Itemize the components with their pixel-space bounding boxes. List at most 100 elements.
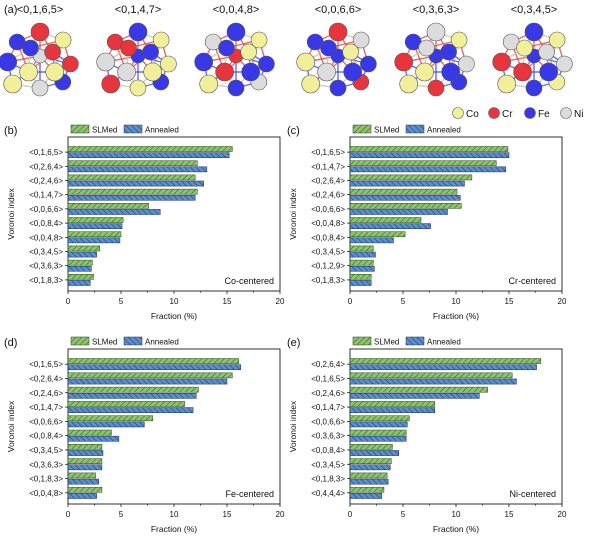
cluster-label: <0,1,6,5> — [17, 4, 64, 16]
bar-annealed — [67, 464, 103, 471]
y-tick-label: <0,4,4,4> — [311, 489, 345, 498]
y-tick-label: <0,3,4,5> — [29, 248, 63, 257]
y-tick-label: <0,0,8,4> — [311, 446, 345, 455]
atom-co — [160, 55, 177, 73]
bar-annealed — [349, 251, 376, 258]
x-tick-label: 15 — [505, 297, 514, 306]
atom-cr — [101, 74, 120, 94]
atom-co — [54, 31, 72, 49]
y-tick-label: <0,1,6,5> — [29, 360, 63, 369]
bar-slmed — [349, 401, 436, 407]
atom-ni — [418, 39, 435, 57]
bar-slmed — [67, 444, 103, 450]
atom-cr — [62, 55, 79, 73]
bar-annealed — [349, 421, 408, 428]
legend-label-annealed: Annealed — [145, 338, 179, 347]
y-tick-label: <0,1,8,3> — [29, 475, 63, 484]
center-atom-annotation: Fe-centered — [225, 489, 274, 499]
y-tick-label: <0,3,6,3> — [29, 262, 63, 271]
cluster-6: <0,3,4,5> — [492, 4, 573, 97]
y-tick-label: <0,0,8,4> — [29, 219, 63, 228]
cluster-1: <0,1,6,5> — [0, 4, 79, 97]
atom-legend: Co Cr Fe Ni — [452, 107, 583, 120]
atom-fe — [241, 62, 260, 82]
bar-slmed — [349, 415, 410, 422]
chart-panel-b: (b) SLMed Annealed <0,1,6,5> <0,2,6,4> <0,2,4… — [4, 124, 285, 321]
center-atom-annotation: Co-centered — [224, 276, 274, 286]
legend-swatch-annealed — [123, 336, 143, 346]
chart-panel-c: (c) SLMed Annealed <0,1,6,5> <0,1,4,7> <0,2,6… — [287, 124, 567, 321]
y-tick-label: <0,2,6,4> — [29, 162, 63, 171]
atom-co — [399, 74, 419, 94]
legend-swatch-slmed — [70, 336, 90, 346]
y-tick-label: <0,1,2,9> — [311, 262, 345, 271]
panel-letter: (c) — [287, 125, 300, 137]
atom-fe — [320, 39, 337, 57]
atom-co — [450, 31, 468, 49]
x-axis-label: Fraction (%) — [433, 524, 479, 534]
bar-slmed — [67, 217, 124, 223]
bar-annealed — [67, 478, 99, 485]
bar-slmed — [67, 372, 233, 379]
atom-cr — [30, 22, 50, 42]
atom-co — [250, 31, 268, 49]
panel-letter: (d) — [4, 337, 17, 349]
bar-annealed — [349, 180, 465, 187]
x-tick-label: 0 — [348, 510, 353, 519]
x-tick-label: 15 — [223, 297, 232, 306]
y-tick-label: <0,0,6,6> — [29, 205, 63, 214]
bar-annealed — [67, 194, 196, 201]
bar-annealed — [67, 237, 121, 244]
center-atom-annotation: Cr-centered — [508, 276, 556, 286]
bar-annealed — [67, 393, 197, 399]
y-tick-label: <0,3,4,5> — [311, 460, 345, 469]
bar-annealed — [67, 280, 91, 286]
atom-ni — [31, 79, 49, 97]
y-tick-label: <0,3,6,3> — [29, 460, 63, 469]
bar-annealed — [67, 209, 161, 215]
atom-ni — [352, 31, 370, 49]
y-tick-label: <0,0,8,4> — [29, 432, 63, 441]
bar-annealed — [67, 493, 97, 499]
y-tick-label: <0,0,6,6> — [311, 205, 345, 214]
atom-cr — [394, 52, 414, 72]
legend-atom-label: Cr — [502, 109, 513, 120]
y-tick-label: <0,1,6,5> — [311, 374, 345, 383]
atom-ni — [317, 62, 336, 82]
x-axis-label: Fraction (%) — [151, 524, 197, 534]
y-tick-label: <0,1,6,5> — [311, 148, 345, 157]
bar-slmed — [67, 146, 233, 152]
x-tick-label: 20 — [276, 510, 285, 519]
x-tick-label: 10 — [170, 510, 179, 519]
atom-co — [19, 62, 38, 82]
bar-annealed — [349, 393, 480, 399]
cluster-4: <0,0,6,6> — [296, 4, 377, 97]
bar-slmed — [67, 429, 112, 436]
bar-slmed — [67, 472, 96, 479]
atom-fe — [226, 22, 246, 42]
y-tick-label: <0,0,8,4> — [311, 233, 345, 242]
atom-ni — [556, 55, 573, 73]
atom-co — [199, 74, 218, 94]
y-tick-label: <0,0,4,8> — [311, 219, 345, 228]
bar-annealed — [67, 180, 204, 187]
bar-slmed — [67, 386, 199, 393]
legend-swatch-slmed — [352, 124, 372, 134]
bar-slmed — [67, 203, 149, 209]
atom-fe — [194, 52, 213, 72]
bar-annealed — [349, 407, 436, 413]
atom-co — [45, 62, 65, 82]
atom-fe — [218, 39, 235, 57]
atom-fe — [525, 79, 543, 97]
legend-label-annealed: Annealed — [427, 126, 461, 135]
panel-letter: (b) — [4, 125, 17, 137]
bar-chart-panels: (b) SLMed Annealed <0,1,6,5> <0,2,6,4> <0,2,4… — [4, 124, 567, 534]
bar-slmed — [67, 358, 239, 364]
atom-fe — [128, 22, 148, 42]
atom-co — [497, 74, 517, 94]
atom-ni — [458, 55, 475, 73]
atom-co — [415, 62, 434, 82]
y-tick-label: <0,3,4,5> — [29, 446, 63, 455]
x-tick-label: 15 — [223, 510, 232, 519]
legend-atom-label: Fe — [538, 109, 550, 120]
